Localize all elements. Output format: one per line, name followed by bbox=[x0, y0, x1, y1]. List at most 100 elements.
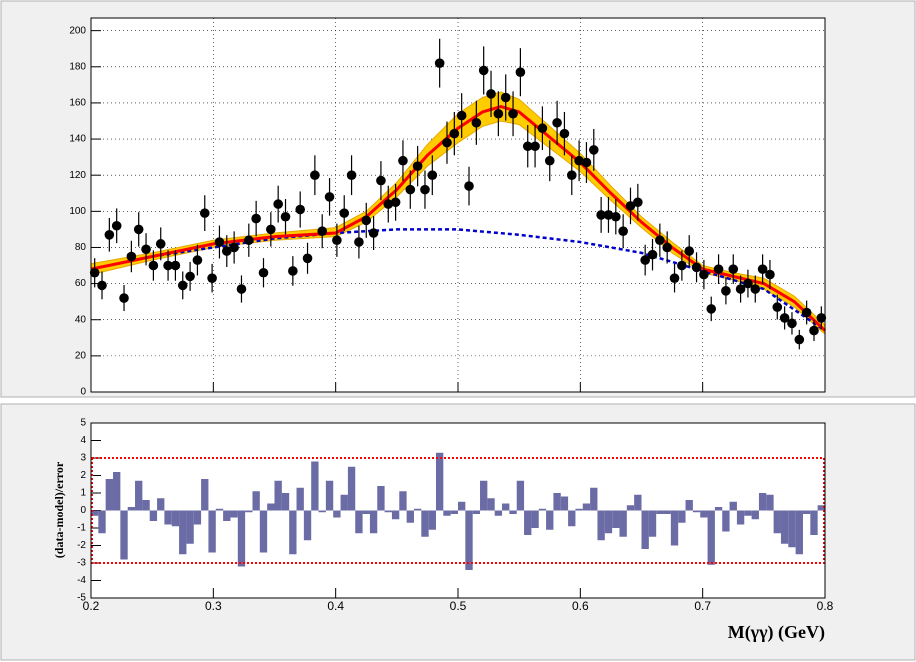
data-point bbox=[361, 215, 372, 226]
residual-bar bbox=[267, 503, 275, 511]
data-point bbox=[728, 264, 739, 274]
x-tick-label: 0.6 bbox=[572, 599, 589, 613]
data-point bbox=[295, 204, 305, 215]
residual-bar bbox=[678, 510, 686, 523]
data-point bbox=[170, 260, 181, 271]
data-point bbox=[273, 199, 283, 209]
data-point bbox=[163, 260, 173, 271]
data-point bbox=[522, 141, 533, 152]
data-point bbox=[757, 264, 768, 274]
residual-bar bbox=[788, 510, 796, 548]
data-point bbox=[398, 155, 408, 166]
residual-bar bbox=[648, 510, 657, 537]
data-point bbox=[706, 304, 717, 314]
residual-bar bbox=[773, 510, 781, 534]
data-point bbox=[743, 278, 753, 289]
data-point bbox=[515, 67, 526, 78]
residual-bar bbox=[179, 510, 187, 555]
data-point bbox=[478, 65, 489, 76]
residual-bar bbox=[362, 510, 370, 514]
data-point bbox=[354, 237, 364, 247]
residual-bar bbox=[384, 510, 392, 513]
residual-bar bbox=[245, 510, 253, 513]
residual-bar bbox=[590, 487, 598, 511]
data-point bbox=[779, 313, 790, 323]
data-point bbox=[464, 181, 474, 191]
residual-bar bbox=[582, 503, 591, 511]
data-point bbox=[192, 255, 203, 265]
residual-bar bbox=[369, 510, 378, 534]
reference-box bbox=[91, 457, 825, 564]
data-point bbox=[214, 237, 225, 247]
residual-bar bbox=[480, 480, 488, 511]
data-point bbox=[177, 280, 188, 291]
data-point bbox=[390, 197, 401, 208]
residual-bar bbox=[186, 510, 194, 544]
x-tick-label: 0.4 bbox=[327, 599, 344, 613]
top-frame bbox=[91, 18, 825, 392]
data-point bbox=[713, 264, 724, 274]
residual-bar bbox=[318, 510, 326, 513]
residual-bar bbox=[766, 494, 774, 511]
x-tick-label: 0.3 bbox=[205, 599, 222, 613]
residual-bar bbox=[223, 510, 231, 521]
residual-bar bbox=[91, 510, 99, 516]
residual-bar bbox=[135, 480, 143, 511]
residual-bar bbox=[817, 505, 825, 511]
data-point bbox=[449, 128, 460, 139]
data-point bbox=[544, 155, 555, 166]
data-point bbox=[405, 184, 416, 195]
residual-bar bbox=[421, 510, 429, 537]
data-point bbox=[97, 280, 107, 291]
residual-bar bbox=[685, 500, 693, 511]
residual-bar bbox=[105, 479, 114, 511]
residual-bar bbox=[171, 510, 180, 527]
data-point bbox=[809, 325, 819, 336]
x-axis-label: M(γγ) (GeV) bbox=[728, 622, 825, 643]
data-point bbox=[251, 213, 261, 224]
residual-bar bbox=[700, 510, 708, 518]
data-point bbox=[104, 230, 115, 240]
data-point bbox=[530, 141, 540, 152]
residual-bar bbox=[472, 510, 481, 514]
y-tick-label: 160 bbox=[69, 98, 86, 109]
data-point bbox=[772, 302, 783, 312]
y-tick-label: 4 bbox=[80, 435, 86, 446]
data-point bbox=[801, 307, 812, 318]
data-point bbox=[442, 137, 452, 148]
residual-bar bbox=[120, 510, 128, 560]
residual-bar bbox=[406, 510, 414, 523]
data-point bbox=[691, 262, 702, 273]
data-point bbox=[317, 226, 328, 236]
residual-bar bbox=[252, 491, 260, 511]
data-point bbox=[508, 108, 518, 119]
data-point bbox=[721, 286, 731, 296]
y-tick-label: 180 bbox=[69, 61, 86, 72]
residual-bar bbox=[325, 480, 334, 511]
residual-bar bbox=[311, 461, 319, 511]
data-point bbox=[669, 273, 680, 283]
residual-bar bbox=[201, 479, 209, 511]
y-tick-label: -2 bbox=[77, 540, 86, 551]
data-point bbox=[434, 58, 445, 68]
residual-bar bbox=[663, 510, 671, 514]
frame bbox=[90, 17, 826, 393]
data-point bbox=[677, 260, 687, 271]
data-point bbox=[559, 128, 570, 139]
data-point bbox=[199, 208, 210, 218]
data-point bbox=[566, 170, 577, 180]
data-point bbox=[324, 192, 335, 202]
data-point bbox=[647, 249, 658, 260]
y-tick-label: 60 bbox=[75, 278, 87, 289]
y-tick-label: 40 bbox=[75, 314, 87, 325]
data-point bbox=[816, 313, 827, 323]
data-point bbox=[310, 170, 320, 180]
residual-bar bbox=[612, 510, 620, 528]
residual-bar bbox=[744, 510, 752, 516]
residual-bar bbox=[553, 493, 561, 511]
data-point bbox=[383, 199, 394, 209]
data-point bbox=[493, 108, 504, 119]
data-point bbox=[765, 269, 775, 280]
data-point bbox=[794, 334, 805, 345]
